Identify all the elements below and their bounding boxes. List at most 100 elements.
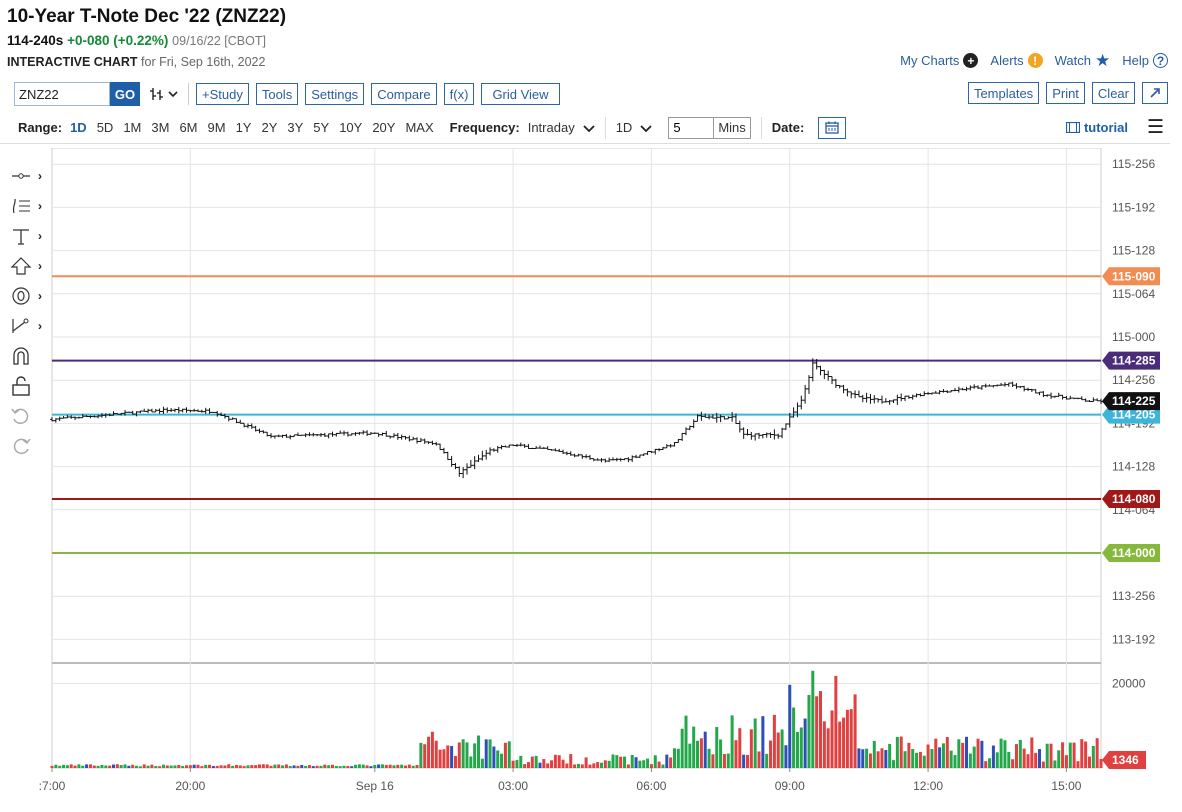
range-option[interactable]: 1Y xyxy=(235,120,252,135)
y-tick-label: 114-256 xyxy=(1112,373,1155,387)
my-charts-label: My Charts xyxy=(900,53,960,68)
volume-bar xyxy=(926,744,930,768)
volume-bar xyxy=(92,765,96,768)
range-option[interactable]: 2Y xyxy=(261,120,278,135)
volume-bar xyxy=(976,738,980,768)
range-option[interactable]: 3Y xyxy=(287,120,304,135)
tutorial-link[interactable]: tutorial xyxy=(1065,120,1128,135)
arrow-tool[interactable]: › xyxy=(10,254,50,278)
range-option[interactable]: 3M xyxy=(151,120,170,135)
volume-bar xyxy=(415,764,419,768)
go-button[interactable]: GO xyxy=(110,82,140,106)
x-tick-label: 15:00 xyxy=(1051,779,1081,793)
price-bars xyxy=(50,358,1103,479)
volume-bar xyxy=(1099,759,1103,768)
alerts-link[interactable]: Alerts ! xyxy=(990,53,1043,68)
volume-bar xyxy=(834,675,838,768)
chart-heading: INTERACTIVE CHART for Fri, Sep 16th, 202… xyxy=(7,55,265,69)
range-option[interactable]: 1D xyxy=(70,120,87,135)
my-charts-link[interactable]: My Charts + xyxy=(900,53,979,68)
frequency-dropdown[interactable]: Intraday xyxy=(528,120,595,135)
volume-bar xyxy=(845,709,849,768)
volume-bar xyxy=(657,761,661,768)
price-chart[interactable]: 115-256 115-192 115-128 115-064 115-000 114-2… xyxy=(0,148,1170,808)
volume-bars xyxy=(50,670,1103,768)
alert-exclamation-icon: ! xyxy=(1027,53,1043,68)
x-tick-label: 20:00 xyxy=(175,779,205,793)
volume-bar xyxy=(346,766,350,768)
function-button[interactable]: f(x) xyxy=(443,83,475,105)
frequency-value: Intraday xyxy=(527,120,575,135)
volume-bar xyxy=(142,764,146,768)
hamburger-menu-icon[interactable]: ☰ xyxy=(1146,117,1164,138)
level-tag-label: 114-285 xyxy=(1112,354,1156,368)
volume-bar xyxy=(649,764,653,768)
volume-bar xyxy=(995,752,999,768)
volume-bar xyxy=(892,760,896,768)
templates-button[interactable]: Templates xyxy=(967,82,1040,104)
help-link[interactable]: Help ? xyxy=(1122,53,1168,68)
alerts-label: Alerts xyxy=(990,53,1024,68)
range-option[interactable]: 1M xyxy=(123,120,142,135)
print-button[interactable]: Print xyxy=(1046,82,1085,104)
tools-button[interactable]: Tools xyxy=(255,83,299,105)
volume-bar xyxy=(972,746,976,768)
volume-bar xyxy=(734,740,738,768)
volume-bar xyxy=(1049,743,1053,768)
volume-bar xyxy=(638,760,642,768)
compare-button[interactable]: Compare xyxy=(371,83,437,105)
volume-bar xyxy=(780,729,784,768)
volume-bar xyxy=(615,755,619,768)
volume-bar xyxy=(73,765,77,768)
volume-bar xyxy=(108,765,112,768)
chart-frame xyxy=(51,148,1102,769)
arrow-up-icon xyxy=(10,257,32,275)
redo-button[interactable] xyxy=(10,434,50,458)
interval-input[interactable] xyxy=(668,116,715,139)
clear-button[interactable]: Clear xyxy=(1091,82,1135,104)
volume-bar xyxy=(234,764,238,768)
undo-button[interactable] xyxy=(10,404,50,428)
add-study-button[interactable]: +Study xyxy=(196,83,249,105)
range-option[interactable]: 9M xyxy=(207,120,226,135)
fibonacci-tool[interactable]: › xyxy=(10,194,50,218)
volume-bar xyxy=(557,755,561,768)
measure-tool[interactable]: › xyxy=(10,314,50,338)
range-option[interactable]: 20Y xyxy=(372,120,396,135)
range-divider xyxy=(760,116,762,139)
period-dropdown[interactable]: 1D xyxy=(616,120,653,135)
volume-bar xyxy=(480,758,484,768)
shape-tool[interactable]: › xyxy=(10,284,50,308)
settings-button[interactable]: Settings xyxy=(305,83,365,105)
volume-bar xyxy=(826,728,830,768)
volume-bar xyxy=(338,766,342,768)
ohlc-bars-icon xyxy=(150,88,163,100)
line-segment-icon xyxy=(12,173,30,179)
expand-button[interactable] xyxy=(1142,82,1168,104)
text-tool[interactable]: › xyxy=(10,224,50,248)
volume-bar xyxy=(699,738,703,768)
range-option[interactable]: 5Y xyxy=(313,120,330,135)
range-option[interactable]: 6M xyxy=(179,120,198,135)
calendar-button[interactable] xyxy=(818,116,847,139)
volume-bar xyxy=(899,736,903,768)
lock-tool[interactable] xyxy=(10,374,50,398)
symbol-input[interactable] xyxy=(14,82,110,106)
volume-bar xyxy=(772,714,776,768)
level-tag xyxy=(1102,544,1160,562)
range-option[interactable]: 10Y xyxy=(339,120,363,135)
interval-unit: Mins xyxy=(714,116,751,139)
grid-view-button[interactable]: Grid View xyxy=(481,83,560,105)
volume-bar xyxy=(473,743,477,768)
bar-type-dropdown[interactable] xyxy=(148,86,178,102)
chart-date: for Fri, Sep 16th, 2022 xyxy=(141,55,266,69)
volume-bar xyxy=(419,742,423,768)
watch-link[interactable]: Watch ★ xyxy=(1055,52,1111,69)
line-tool[interactable]: › xyxy=(10,164,50,188)
range-option[interactable]: 5D xyxy=(96,120,114,135)
volume-bar xyxy=(815,696,819,768)
magnet-tool[interactable] xyxy=(10,344,50,368)
volume-bar xyxy=(711,754,715,768)
volume-bar xyxy=(807,694,811,768)
range-option[interactable]: MAX xyxy=(405,120,434,135)
